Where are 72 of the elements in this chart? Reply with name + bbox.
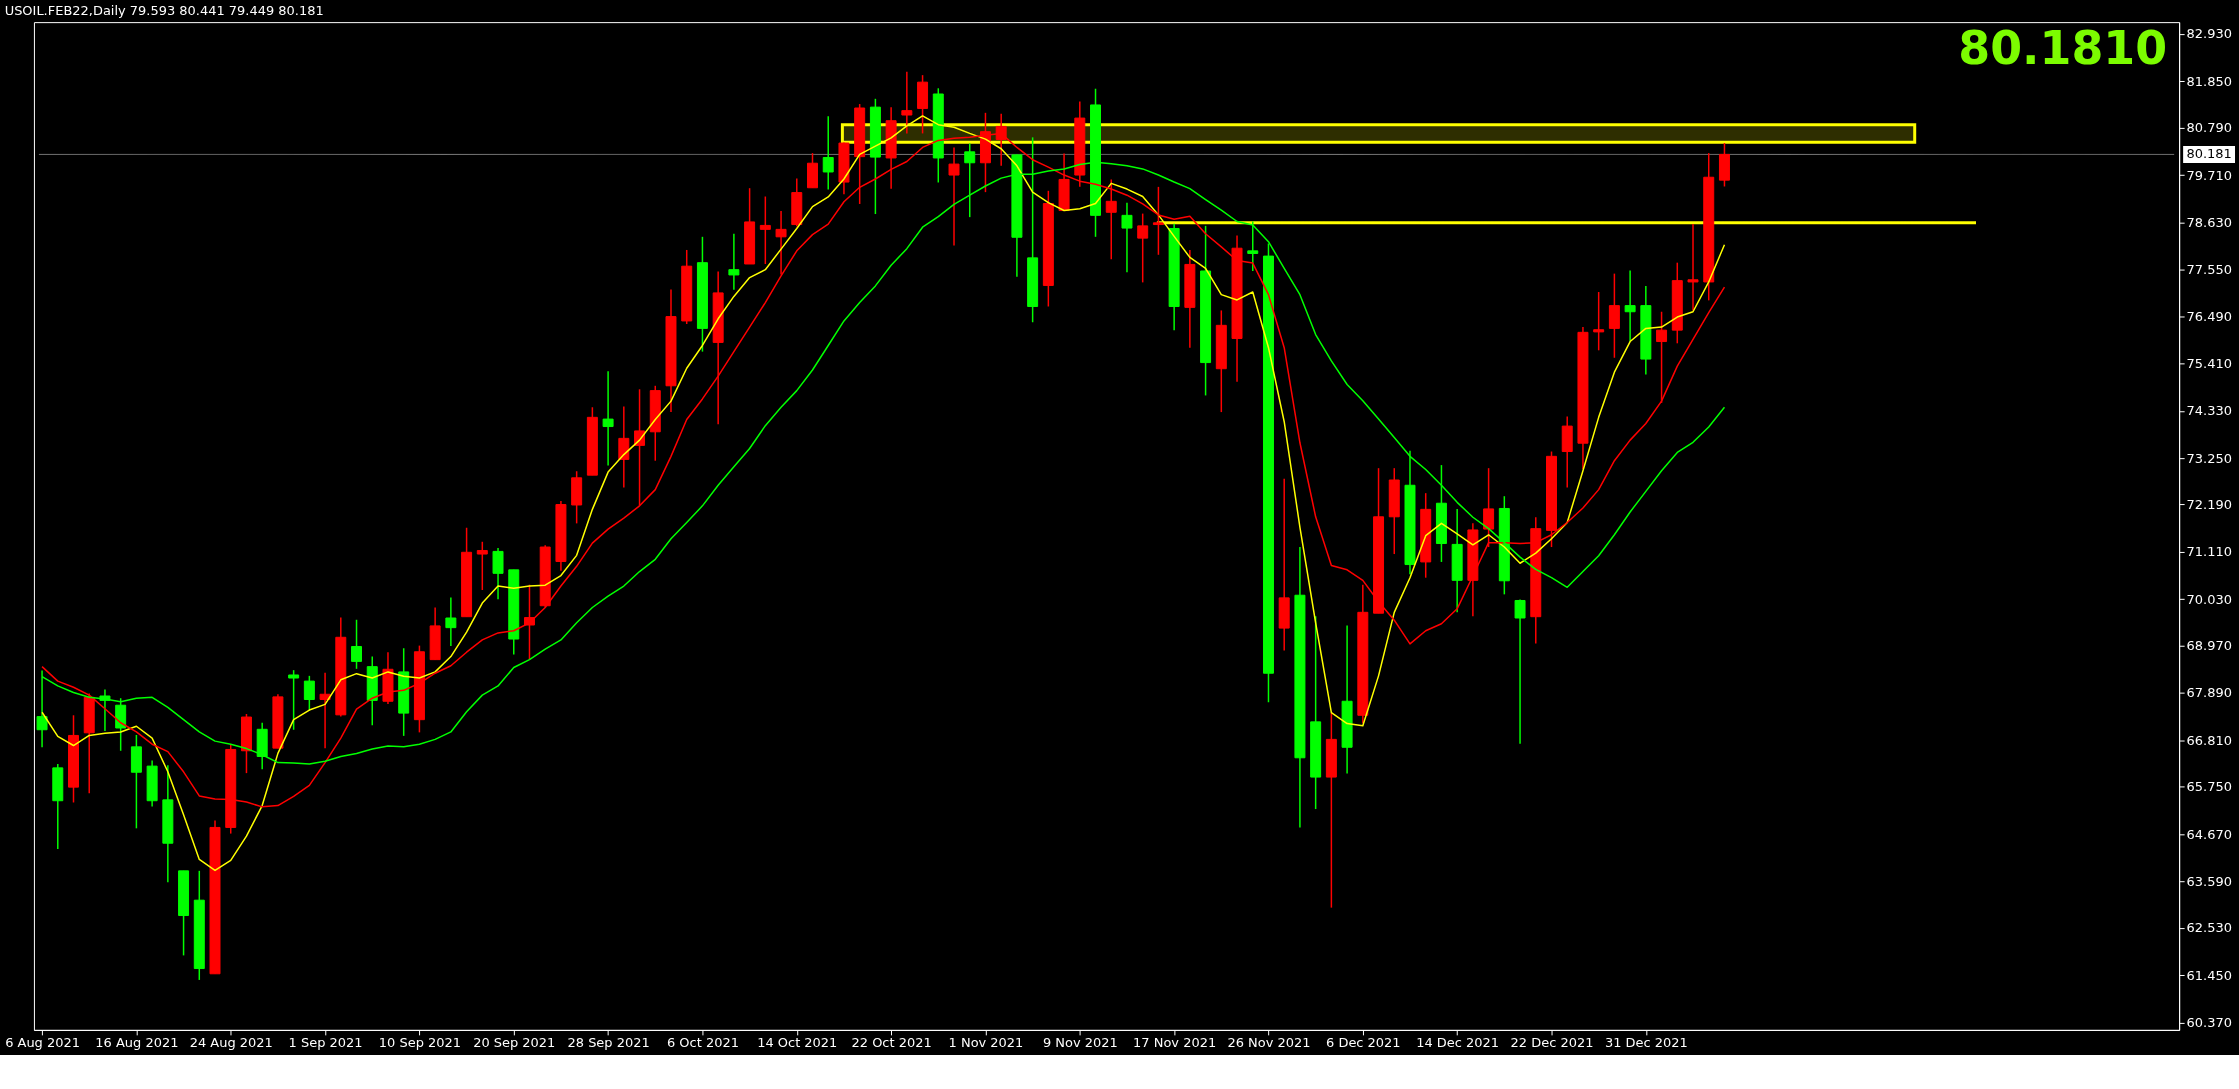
x-tick-label: 17 Nov 2021 [1133, 1035, 1217, 1051]
candlestick [445, 596, 457, 647]
y-tick-label: 65.750 [2186, 779, 2233, 795]
candlestick [1152, 186, 1164, 256]
x-tick-label: 24 Aug 2021 [189, 1035, 273, 1051]
y-tick-label: 78.630 [2186, 214, 2233, 230]
candlestick [822, 115, 834, 191]
y-tick-label: 66.810 [2186, 732, 2233, 748]
candlestick [1687, 223, 1699, 312]
x-tick-label: 14 Dec 2021 [1416, 1035, 1500, 1051]
candlestick [319, 672, 331, 749]
candlestick [775, 210, 787, 276]
candlestick [1247, 220, 1259, 272]
x-tick-label: 14 Oct 2021 [757, 1035, 838, 1051]
y-tick-label: 61.450 [2186, 967, 2233, 983]
x-tick-label: 28 Sep 2021 [567, 1035, 650, 1051]
candlestick [492, 547, 504, 600]
candlestick [618, 405, 630, 489]
y-tick-label: 81.850 [2186, 73, 2233, 89]
candlestick [1137, 212, 1149, 284]
x-tick-label: 6 Dec 2021 [1326, 1035, 1401, 1051]
ref-line-label: 80.181 [2186, 146, 2232, 162]
y-tick-label: 71.110 [2186, 544, 2233, 560]
x-tick-label: 20 Sep 2021 [473, 1035, 556, 1051]
candlestick [115, 697, 127, 752]
candlestick [602, 370, 614, 467]
x-tick-label: 9 Nov 2021 [1042, 1035, 1118, 1051]
chart-title: USOIL.FEB22,Daily 79.593 80.441 79.449 80.181 [4, 3, 324, 19]
x-tick-label: 22 Oct 2021 [851, 1035, 932, 1051]
y-tick-label: 73.250 [2186, 450, 2233, 466]
y-tick-label: 64.670 [2186, 826, 2233, 842]
x-tick-label: 31 Dec 2021 [1604, 1035, 1688, 1051]
candlestick [288, 669, 300, 731]
x-tick-label: 1 Nov 2021 [948, 1035, 1024, 1051]
y-tick-label: 60.370 [2186, 1014, 2233, 1030]
y-tick-label: 67.890 [2186, 685, 2233, 701]
candlestick [759, 195, 771, 265]
candlestick [901, 70, 913, 135]
x-tick-label: 16 Aug 2021 [95, 1035, 179, 1051]
y-tick-label: 77.550 [2186, 262, 2233, 278]
y-tick-label: 79.710 [2186, 167, 2233, 183]
y-tick-label: 72.190 [2186, 497, 2233, 513]
candlestick [728, 233, 740, 291]
y-tick-label: 75.410 [2186, 355, 2233, 371]
x-tick-label: 10 Sep 2021 [378, 1035, 462, 1051]
candlestick [351, 619, 363, 670]
candlestick [476, 541, 488, 591]
y-tick-label: 70.030 [2186, 591, 2233, 607]
x-tick-label: 26 Nov 2021 [1227, 1035, 1311, 1051]
y-tick-label: 62.530 [2186, 920, 2233, 936]
y-tick-label: 74.330 [2186, 403, 2233, 419]
candlestick [1105, 178, 1117, 260]
text: 80.1810 [1958, 21, 2168, 76]
candlestick [1483, 467, 1495, 548]
x-tick-label: 6 Oct 2021 [666, 1035, 739, 1051]
candlestick [99, 688, 111, 732]
x-tick-label: 6 Aug 2021 [5, 1035, 80, 1051]
candlestick [1121, 201, 1133, 274]
candlestick [1514, 598, 1526, 745]
y-tick-label: 82.930 [2186, 26, 2233, 42]
y-tick-label: 76.490 [2186, 308, 2233, 324]
candlestick [634, 388, 646, 507]
y-tick-label: 63.590 [2186, 873, 2233, 889]
candlestick [1624, 269, 1636, 343]
y-tick-label: 80.790 [2186, 120, 2233, 136]
x-tick-label: 22 Dec 2021 [1510, 1035, 1594, 1051]
candlestick [1593, 291, 1605, 352]
x-tick-label: 1 Sep 2021 [288, 1035, 363, 1051]
y-tick-label: 68.970 [2186, 638, 2233, 654]
candlestick [948, 146, 960, 247]
candlestick [1608, 272, 1620, 359]
candlestick [303, 675, 315, 712]
